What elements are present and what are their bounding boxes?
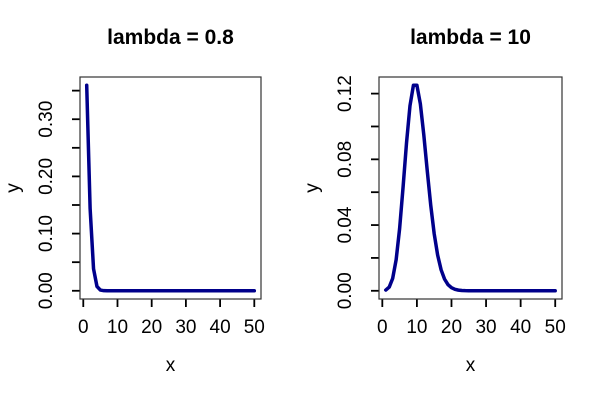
x-tick-label: 10 (406, 317, 427, 338)
x-tick-label: 30 (475, 317, 496, 338)
data-curve (384, 83, 557, 293)
x-tick-label: 10 (107, 317, 128, 338)
plot-panel-0: 0 10 20 30 40 50 0.00 0.10 0.20 0.30 (36, 76, 265, 338)
y-tick-label: 0.00 (36, 272, 57, 309)
data-curve (84, 83, 257, 293)
y-tick-label: 0.12 (335, 75, 356, 112)
x-tick-label: 0 (377, 317, 388, 338)
x-tick-label: 50 (545, 317, 566, 338)
x-tick-label: 20 (141, 317, 162, 338)
y-tick-label: 0.20 (36, 158, 57, 195)
plot-title-left: lambda = 0.8 (107, 26, 234, 49)
x-tick-label: 0 (78, 317, 89, 338)
y-tick-label: 0.10 (36, 215, 57, 252)
plot-box (79, 76, 262, 300)
x-tick-label: 50 (244, 317, 265, 338)
y-tick-label: 0.08 (335, 141, 356, 178)
y-axis-label-right: y (302, 183, 323, 193)
y-tick-label: 0.04 (335, 206, 356, 243)
plot-panel-1: 0 10 20 30 40 50 0.00 0.04 0.08 0.12 (335, 75, 566, 338)
y-tick-label: 0.30 (36, 101, 57, 138)
x-tick-label: 40 (510, 317, 531, 338)
y-axis-label-left: y (3, 183, 24, 193)
x-tick-label: 40 (210, 317, 231, 338)
x-tick-label: 30 (175, 317, 196, 338)
x-axis-label-left: x (165, 355, 176, 376)
y-tick-label: 0.00 (335, 272, 356, 309)
x-tick-label: 20 (441, 317, 462, 338)
x-axis-label-right: x (465, 355, 476, 376)
plot-box (378, 76, 563, 300)
plot-title-right: lambda = 10 (410, 26, 531, 49)
